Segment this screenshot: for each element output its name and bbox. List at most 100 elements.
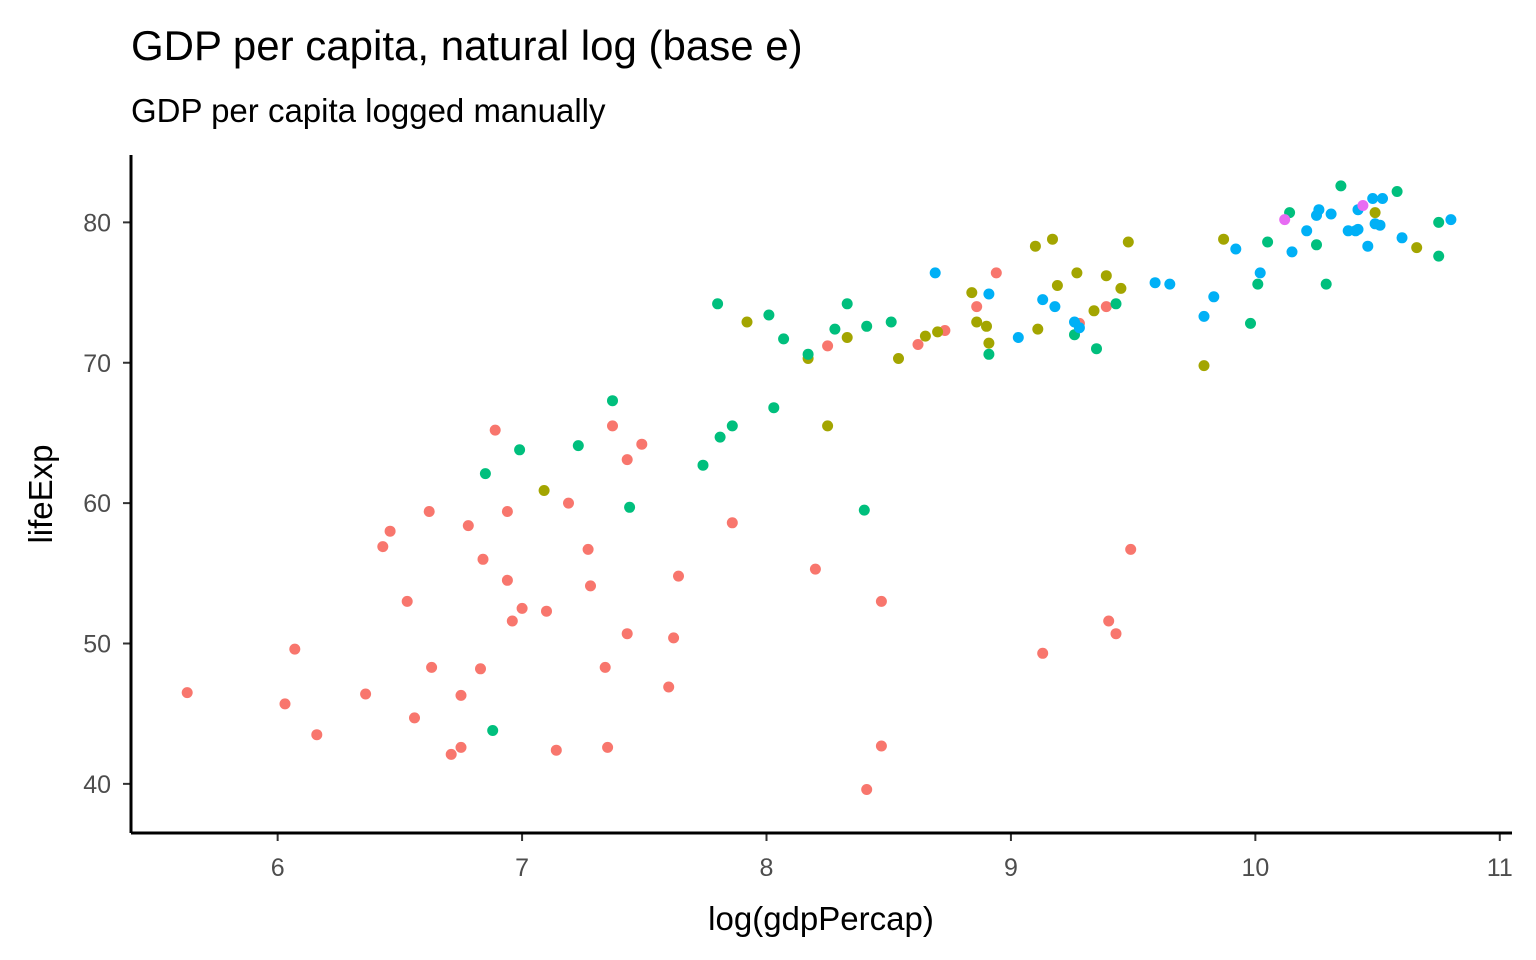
data-point — [582, 543, 594, 555]
data-point — [668, 632, 680, 644]
data-point — [1103, 615, 1115, 627]
x-tick-label: 8 — [760, 854, 774, 882]
data-point — [971, 316, 983, 328]
data-point — [1149, 277, 1161, 289]
data-point — [602, 741, 614, 753]
data-point — [489, 424, 501, 436]
data-point — [885, 316, 897, 328]
data-point — [514, 444, 526, 456]
data-point — [289, 643, 301, 655]
data-point — [621, 628, 633, 640]
data-point — [858, 504, 870, 516]
data-point — [311, 729, 323, 741]
data-point — [1396, 232, 1408, 244]
data-point — [360, 688, 372, 700]
data-point — [966, 287, 978, 299]
data-point — [550, 744, 562, 756]
data-point — [763, 309, 775, 321]
data-point — [809, 563, 821, 575]
x-tick-label: 10 — [1241, 854, 1269, 882]
y-tick-label: 50 — [83, 630, 111, 658]
data-point — [1110, 628, 1122, 640]
data-point — [1049, 301, 1061, 313]
data-point — [822, 420, 834, 432]
y-tick-label: 60 — [83, 490, 111, 518]
data-point — [712, 298, 724, 310]
data-point — [1088, 305, 1100, 317]
data-point — [1357, 200, 1369, 211]
data-point — [607, 420, 618, 432]
data-point — [1073, 322, 1085, 334]
data-point — [983, 348, 995, 360]
data-points — [181, 180, 1457, 795]
data-point — [673, 570, 684, 582]
data-point — [1252, 278, 1264, 290]
data-point — [1012, 332, 1024, 343]
data-point — [1164, 278, 1176, 290]
data-point — [778, 333, 790, 345]
data-point — [621, 454, 633, 466]
data-point — [477, 553, 489, 565]
data-point — [377, 541, 389, 553]
data-point — [423, 506, 435, 517]
data-point — [1313, 204, 1325, 216]
data-point — [841, 332, 853, 343]
data-point — [563, 497, 574, 509]
data-point — [479, 468, 491, 480]
y-axis-ticks: 40 50 60 70 80 — [83, 209, 131, 799]
x-tick-label: 9 — [1004, 854, 1018, 882]
data-point — [426, 661, 438, 673]
data-point — [861, 320, 873, 332]
data-point — [1433, 250, 1445, 262]
data-point — [401, 595, 413, 607]
data-point — [585, 580, 596, 592]
data-point — [981, 320, 992, 332]
data-point — [1218, 233, 1230, 245]
data-point — [1051, 280, 1063, 291]
data-point — [983, 337, 995, 349]
data-point — [462, 520, 474, 532]
data-point — [541, 605, 552, 617]
data-point — [1071, 267, 1083, 279]
data-point — [822, 340, 834, 352]
x-tick-label: 11 — [1487, 854, 1513, 882]
data-point — [516, 602, 528, 614]
data-point — [501, 574, 513, 586]
data-point — [538, 485, 550, 496]
data-point — [726, 517, 738, 529]
data-point — [1198, 360, 1210, 372]
data-point — [1377, 193, 1388, 204]
data-point — [1037, 294, 1049, 306]
data-point — [1362, 240, 1374, 252]
data-point — [714, 431, 726, 443]
data-point — [697, 459, 709, 471]
data-point — [929, 267, 941, 279]
data-point — [1047, 233, 1058, 245]
data-point — [1286, 246, 1298, 258]
data-point — [1029, 240, 1041, 252]
data-point — [1262, 236, 1274, 248]
data-point — [409, 712, 420, 724]
data-point — [841, 298, 853, 310]
data-point — [1198, 310, 1210, 322]
data-point — [475, 663, 486, 675]
data-point — [1230, 243, 1242, 255]
data-point — [1367, 193, 1379, 204]
data-point — [1032, 323, 1044, 335]
data-point — [455, 689, 467, 701]
data-point — [636, 438, 648, 450]
data-point — [1245, 317, 1256, 329]
data-point — [1301, 225, 1313, 237]
data-point — [1091, 343, 1102, 355]
x-axis-ticks: 6 7 8 9 10 11 — [271, 833, 1513, 882]
data-point — [1433, 216, 1445, 228]
data-point — [663, 681, 675, 693]
data-point — [487, 725, 499, 736]
data-point — [1100, 301, 1112, 313]
data-point — [501, 506, 513, 517]
data-point — [983, 288, 995, 300]
y-tick-label: 70 — [83, 350, 111, 378]
data-point — [1115, 282, 1127, 294]
chart-title: GDP per capita, natural log (base e) — [131, 22, 803, 69]
